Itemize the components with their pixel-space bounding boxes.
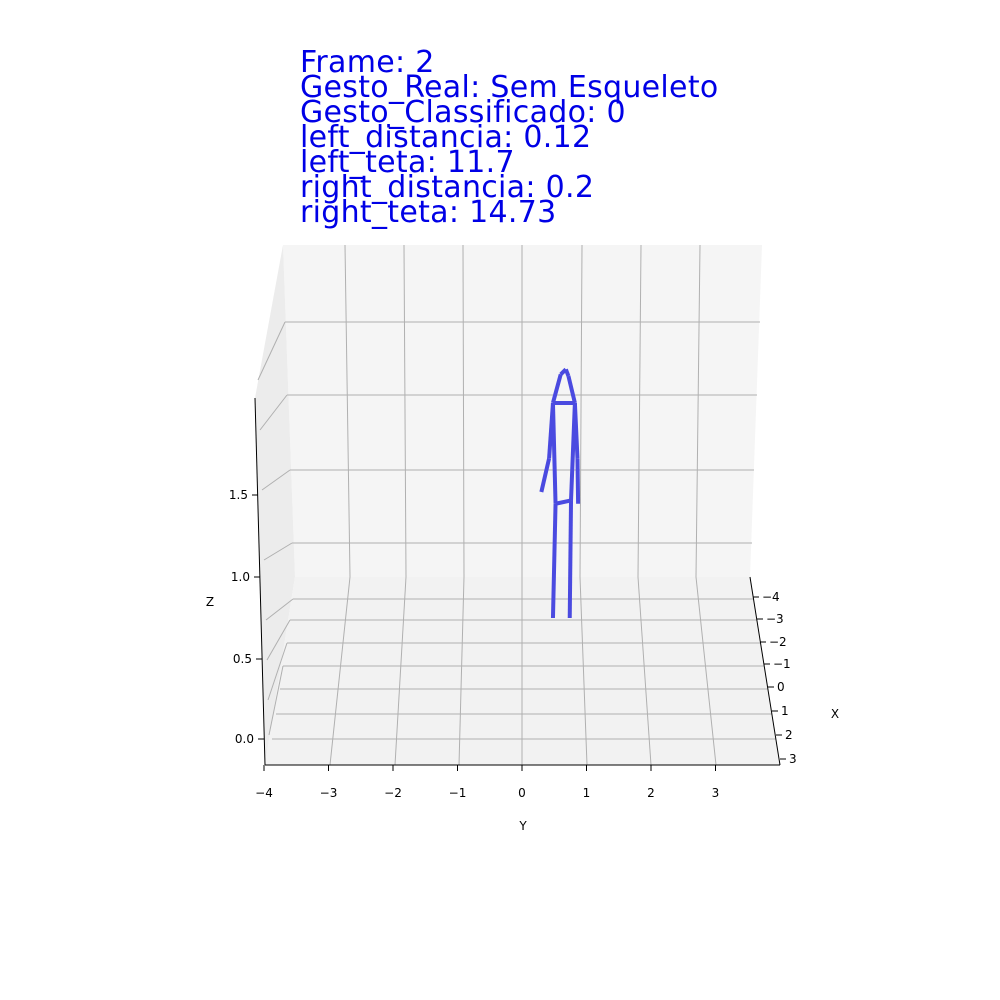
y-tick-label: −3 [320, 786, 338, 800]
x-axis-ticks: −4 −3 −2 −1 0 1 2 3 [753, 590, 797, 766]
z-tick-label: 1.5 [229, 488, 248, 502]
skeleton-bone [539, 457, 552, 493]
grid-line [259, 394, 288, 431]
x-axis-line [749, 576, 781, 766]
grid-line [267, 642, 288, 701]
left-teta-label: left_teta: 11.7 [300, 145, 515, 180]
x-tick-label: −3 [766, 612, 784, 626]
skeleton-bone [566, 375, 577, 404]
x-tick-label: 0 [777, 680, 785, 694]
y-tick-label: 3 [712, 786, 720, 800]
skeleton-bone [555, 498, 572, 506]
grid-line [263, 542, 293, 561]
x-tick-label: 1 [781, 704, 789, 718]
x-tick-label: −4 [762, 590, 780, 604]
grid-line [265, 598, 294, 621]
skeleton-bone [550, 402, 558, 504]
z-tick-label: 0.0 [235, 732, 254, 746]
grid-line [266, 619, 291, 661]
grid-line [637, 576, 652, 766]
grid-line [695, 244, 701, 578]
z-tick-label: 1.0 [231, 570, 250, 584]
grid-line [637, 244, 642, 578]
grid-line [261, 469, 291, 491]
y-tick-label: −2 [384, 786, 402, 800]
side-pane [255, 245, 295, 765]
left-distancia-label: left_distancia: 0.12 [300, 120, 592, 155]
gesto-classificado-label: Gesto_Classificado: 0 [300, 95, 626, 130]
x-tick-label: 2 [785, 728, 793, 742]
y-axis-label: Y [518, 819, 527, 833]
x-tick-label: 3 [789, 752, 797, 766]
gesto-real-label: Gesto_Real: Sem Esqueleto [300, 70, 719, 105]
grid-line [403, 244, 407, 578]
skeleton-bone [569, 402, 577, 501]
y-tick-label: −4 [255, 786, 273, 800]
skeleton [539, 367, 581, 619]
y-tick-label: 1 [583, 786, 591, 800]
right-distancia-label: right_distancia: 0.2 [300, 170, 595, 205]
z-axis-label: Z [206, 595, 214, 609]
frame-label: Frame: 2 [300, 45, 435, 80]
grid-line [257, 321, 286, 381]
grid-lines [257, 244, 776, 766]
y-tick-label: −1 [449, 786, 467, 800]
grid-line [579, 244, 583, 578]
info-overlay: Frame: 2 Gesto_Real: Sem Esqueleto Gesto… [300, 45, 719, 230]
x-tick-label: −1 [773, 657, 791, 671]
x-axis-label: X [831, 707, 839, 721]
grid-line [394, 576, 407, 766]
z-axis-ticks: 0.0 0.5 1.0 1.5 [229, 488, 264, 746]
skeleton-bone [551, 373, 563, 404]
axes-panes [255, 245, 780, 765]
y-axis-ticks: −4 −3 −2 −1 0 1 2 3 [255, 765, 719, 800]
skeleton-bone [575, 458, 581, 504]
z-tick-label: 0.5 [233, 652, 252, 666]
skeleton-bone [550, 503, 558, 619]
grid-line [579, 576, 588, 766]
x-tick-label: −2 [769, 635, 787, 649]
grid-line [329, 576, 351, 766]
skeleton-bone [567, 500, 574, 619]
grid-line [344, 244, 351, 578]
right-teta-label: right_teta: 14.73 [300, 195, 557, 230]
grid-line [462, 244, 465, 578]
grid-line [695, 576, 717, 766]
grid-line [458, 576, 465, 766]
skeleton-bone [563, 368, 571, 377]
y-tick-label: 0 [518, 786, 526, 800]
y-tick-label: 2 [647, 786, 655, 800]
grid-line [268, 665, 284, 736]
z-axis-line [254, 397, 266, 766]
